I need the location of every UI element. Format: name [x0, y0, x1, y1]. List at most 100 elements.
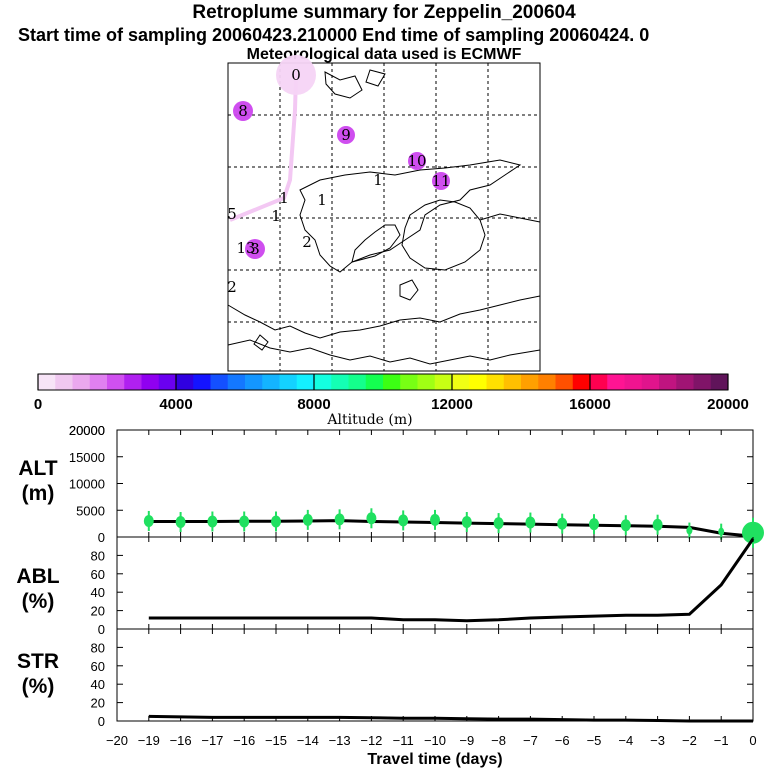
y-tick-label: 0	[98, 622, 105, 637]
colorbar-cell	[693, 374, 712, 390]
colorbar-cell	[38, 374, 56, 390]
meteorological-data-note: Meteorological data used is ECMWF	[246, 46, 522, 63]
plume-track	[229, 75, 298, 222]
plume-cluster-marker	[276, 55, 316, 95]
y-tick-label: 20	[91, 696, 105, 711]
y-tick-label: 80	[91, 548, 105, 563]
x-tick-label: −13	[329, 733, 351, 748]
colorbar-cell	[158, 374, 177, 390]
y-tick-label: 10000	[69, 477, 105, 492]
colorbar-cell	[89, 374, 108, 390]
plume-cluster-marker	[337, 126, 355, 144]
y-tick-label: 0	[98, 714, 105, 729]
plume-day-label: 1	[279, 189, 289, 207]
x-tick-label: −8	[491, 733, 506, 748]
colorbar-cell	[624, 374, 643, 390]
colorbar-cell	[314, 374, 332, 390]
x-tick-label: −20	[106, 733, 128, 748]
colorbar-cell	[348, 374, 367, 390]
colorbar-cell	[365, 374, 384, 390]
x-tick-label: −19	[138, 733, 160, 748]
y-tick-label: 20000	[69, 423, 105, 438]
colorbar-cell	[245, 374, 263, 390]
x-tick-label: −10	[424, 733, 446, 748]
colorbar-cell	[193, 374, 211, 390]
colorbar-cell	[469, 374, 487, 390]
alt-panel-unit: (m)	[22, 482, 55, 505]
colorbar-cell	[72, 374, 91, 390]
plume-cluster-marker	[408, 152, 426, 170]
x-tick-label: −9	[459, 733, 474, 748]
str-panel-unit: (%)	[22, 675, 55, 698]
y-tick-label: 20000	[69, 423, 105, 438]
colorbar-cell	[641, 374, 660, 390]
x-tick-label: −1	[714, 733, 729, 748]
sampling-times: Start time of sampling 20060423.210000 E…	[18, 25, 650, 45]
plume-day-label: 2	[227, 278, 237, 296]
colorbar-cell	[521, 374, 539, 390]
plume-day-label: 1	[373, 171, 383, 189]
y-tick-label: 15000	[69, 450, 105, 465]
colorbar-cell	[400, 374, 418, 390]
colorbar-cell	[607, 374, 625, 390]
colorbar-tick-label: 20000	[707, 396, 749, 413]
colorbar-cell	[417, 374, 436, 390]
x-tick-label: −14	[297, 733, 319, 748]
x-tick-label: −6	[555, 733, 570, 748]
altitude-colorbar: 0 4000 8000 12000 16000 20000 Altitude (m)	[34, 373, 749, 428]
plume-day-label: 8	[238, 102, 248, 120]
map-frame	[227, 62, 541, 372]
colorbar-cell	[383, 374, 401, 390]
colorbar-cell	[227, 374, 246, 390]
map-coastlines	[227, 69, 541, 365]
chart-title: Retroplume summary for Zeppelin_200604	[192, 2, 576, 23]
colorbar-cell	[434, 374, 453, 390]
colorbar-cell	[538, 374, 556, 390]
abl-panel-unit: (%)	[22, 590, 55, 613]
colorbar-cell	[590, 374, 608, 390]
x-tick-label: −3	[650, 733, 665, 748]
y-tick-label: 40	[91, 677, 105, 692]
alt-panel-title: ALT	[18, 457, 57, 480]
y-tick-label: 60	[91, 659, 105, 674]
colorbar-cell	[176, 374, 194, 390]
x-tick-label: −16	[170, 733, 192, 748]
series-line-alt	[148, 519, 754, 538]
colorbar-cell	[107, 374, 125, 390]
y-tick-label: 5000	[76, 503, 105, 518]
colorbar-cell	[555, 374, 574, 390]
x-tick-label: −16	[233, 733, 255, 748]
abl-panel-title: ABL	[16, 565, 59, 588]
colorbar-tick-label: 12000	[431, 396, 473, 413]
colorbar-tick-label: 16000	[569, 396, 611, 413]
series-line-abl	[148, 537, 755, 623]
plume-day-label: 1	[271, 207, 281, 225]
colorbar-tick-label: 4000	[159, 396, 192, 413]
colorbar-cell	[296, 374, 315, 390]
colorbar-label: Altitude (m)	[326, 412, 412, 428]
x-tick-label: −17	[201, 733, 223, 748]
colorbar-cell	[210, 374, 229, 390]
str-panel-title: STR	[17, 650, 59, 673]
colorbar-cell	[262, 374, 280, 390]
plume-cluster-marker	[432, 172, 450, 190]
x-tick-label: −11	[393, 733, 414, 748]
x-tick-label: −4	[618, 733, 633, 748]
colorbar-cell	[124, 374, 142, 390]
x-tick-label: −15	[265, 733, 287, 748]
plume-day-label: 3	[250, 240, 260, 258]
colorbar-cell	[676, 374, 694, 390]
plume-day-label: 0	[291, 66, 301, 84]
plume-day-label: 11	[431, 172, 450, 190]
x-tick-label: 0	[749, 733, 756, 748]
plume-day-label: 9	[341, 126, 351, 144]
str-panel-frame	[116, 628, 754, 722]
colorbar-cell	[331, 374, 349, 390]
y-tick-label: 80	[91, 640, 105, 655]
colorbar-cell	[141, 374, 160, 390]
x-tick-label: −2	[682, 733, 697, 748]
plume-cluster-marker	[233, 101, 253, 121]
x-tick-label: −7	[523, 733, 538, 748]
